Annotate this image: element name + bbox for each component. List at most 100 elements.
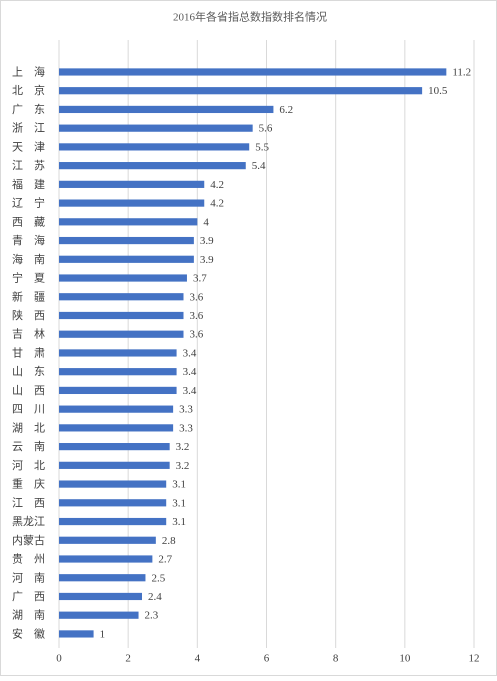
y-tick-label: 山 西 [12, 384, 45, 397]
y-tick-label: 陕 西 [12, 308, 45, 322]
value-label: 3.9 [200, 235, 214, 247]
value-label: 4.2 [210, 179, 224, 191]
y-tick-label: 黑龙江 [12, 515, 45, 528]
value-label: 5.6 [259, 123, 273, 135]
y-tick-label: 甘 肃 [12, 346, 45, 359]
value-label: 3.6 [190, 329, 204, 341]
value-label: 3.7 [193, 273, 207, 285]
y-tick-label: 云 南 [12, 440, 45, 453]
bar [59, 293, 184, 301]
y-tick-label: 内蒙古 [12, 533, 45, 547]
y-tick-label: 天 津 [12, 140, 45, 153]
value-label: 6.2 [279, 104, 293, 116]
y-tick-label: 江 苏 [12, 159, 45, 172]
y-tick-label: 重 庆 [12, 477, 45, 491]
y-tick-label: 江 西 [12, 496, 45, 509]
bar [59, 330, 184, 338]
x-tick-label: 12 [469, 653, 480, 665]
value-label: 3.3 [179, 404, 193, 416]
bar [59, 386, 177, 395]
y-tick-label: 河 北 [12, 459, 45, 472]
bar [59, 461, 170, 469]
bar [59, 105, 274, 114]
value-label: 3.9 [200, 254, 214, 266]
value-label: 3.1 [172, 516, 186, 528]
value-label: 1 [100, 628, 106, 640]
value-label: 11.2 [452, 66, 471, 78]
value-label: 10.5 [428, 85, 448, 97]
bar [59, 236, 194, 245]
value-label: 3.3 [179, 422, 193, 434]
y-tick-label: 湖 南 [12, 609, 45, 622]
value-label: 5.4 [252, 160, 266, 172]
y-tick-label: 上 海 [12, 64, 45, 78]
value-label: 3.4 [183, 385, 197, 397]
x-tick-label: 6 [264, 653, 270, 665]
y-tick-label: 湖 北 [12, 421, 45, 434]
bar [59, 199, 205, 207]
value-label: 3.6 [190, 310, 204, 322]
bar [59, 311, 184, 320]
y-tick-label: 广 东 [12, 103, 45, 116]
value-label: 3.4 [183, 347, 197, 359]
bar [59, 124, 253, 132]
y-tick-label: 西 藏 [12, 215, 45, 228]
chart-title: 2016年各省指总数指数排名情况 [173, 10, 327, 24]
value-label: 2.4 [148, 591, 162, 603]
bar [59, 555, 153, 563]
y-tick-label: 四 川 [12, 404, 45, 416]
y-tick-label: 青 海 [12, 233, 45, 247]
bar [59, 536, 156, 544]
y-tick-label: 新 疆 [12, 289, 45, 303]
value-label: 4 [203, 216, 209, 228]
value-label: 3.1 [172, 497, 186, 509]
bar [59, 480, 167, 488]
bar [59, 349, 177, 357]
x-tick-label: 2 [125, 653, 131, 665]
value-label: 2.5 [151, 572, 165, 584]
value-label: 3.4 [183, 366, 197, 378]
x-tick-label: 10 [399, 653, 411, 665]
y-tick-label: 山 东 [12, 365, 45, 378]
value-label: 3.1 [172, 479, 186, 491]
bar [59, 630, 94, 638]
y-tick-label: 宁 夏 [12, 271, 45, 285]
value-label: 2.3 [145, 610, 159, 622]
x-tick-label: 0 [56, 653, 62, 665]
x-tick-label: 8 [333, 653, 339, 665]
y-tick-label: 广 西 [12, 590, 45, 603]
bar [59, 443, 170, 451]
value-label: 3.2 [176, 460, 190, 472]
bar [59, 368, 177, 376]
x-tick-label: 4 [195, 653, 201, 665]
bar [59, 143, 250, 151]
bar [59, 517, 167, 526]
y-tick-label: 贵 州 [12, 553, 45, 566]
bar [59, 611, 139, 619]
value-label: 3.2 [176, 441, 190, 453]
value-label: 2.8 [162, 535, 176, 547]
bar [59, 592, 142, 601]
bar [59, 162, 246, 170]
y-tick-label: 北 京 [12, 83, 45, 97]
value-label: 2.7 [158, 554, 172, 566]
bar [59, 68, 447, 76]
bar [59, 180, 205, 188]
y-tick-label: 河 南 [12, 571, 45, 584]
y-tick-label: 吉 林 [12, 327, 45, 341]
y-tick-label: 安 徽 [12, 626, 45, 640]
bar [59, 499, 167, 507]
value-label: 4.2 [210, 198, 224, 210]
bar [59, 405, 174, 413]
y-tick-label: 辽 宁 [12, 196, 45, 210]
y-tick-label: 福 建 [12, 177, 45, 191]
value-label: 3.6 [190, 291, 204, 303]
y-tick-label: 海 南 [12, 252, 45, 266]
bar [59, 87, 423, 95]
bar [59, 574, 146, 582]
bar [59, 218, 198, 226]
y-tick-label: 浙 江 [12, 122, 45, 135]
bar [59, 274, 187, 282]
